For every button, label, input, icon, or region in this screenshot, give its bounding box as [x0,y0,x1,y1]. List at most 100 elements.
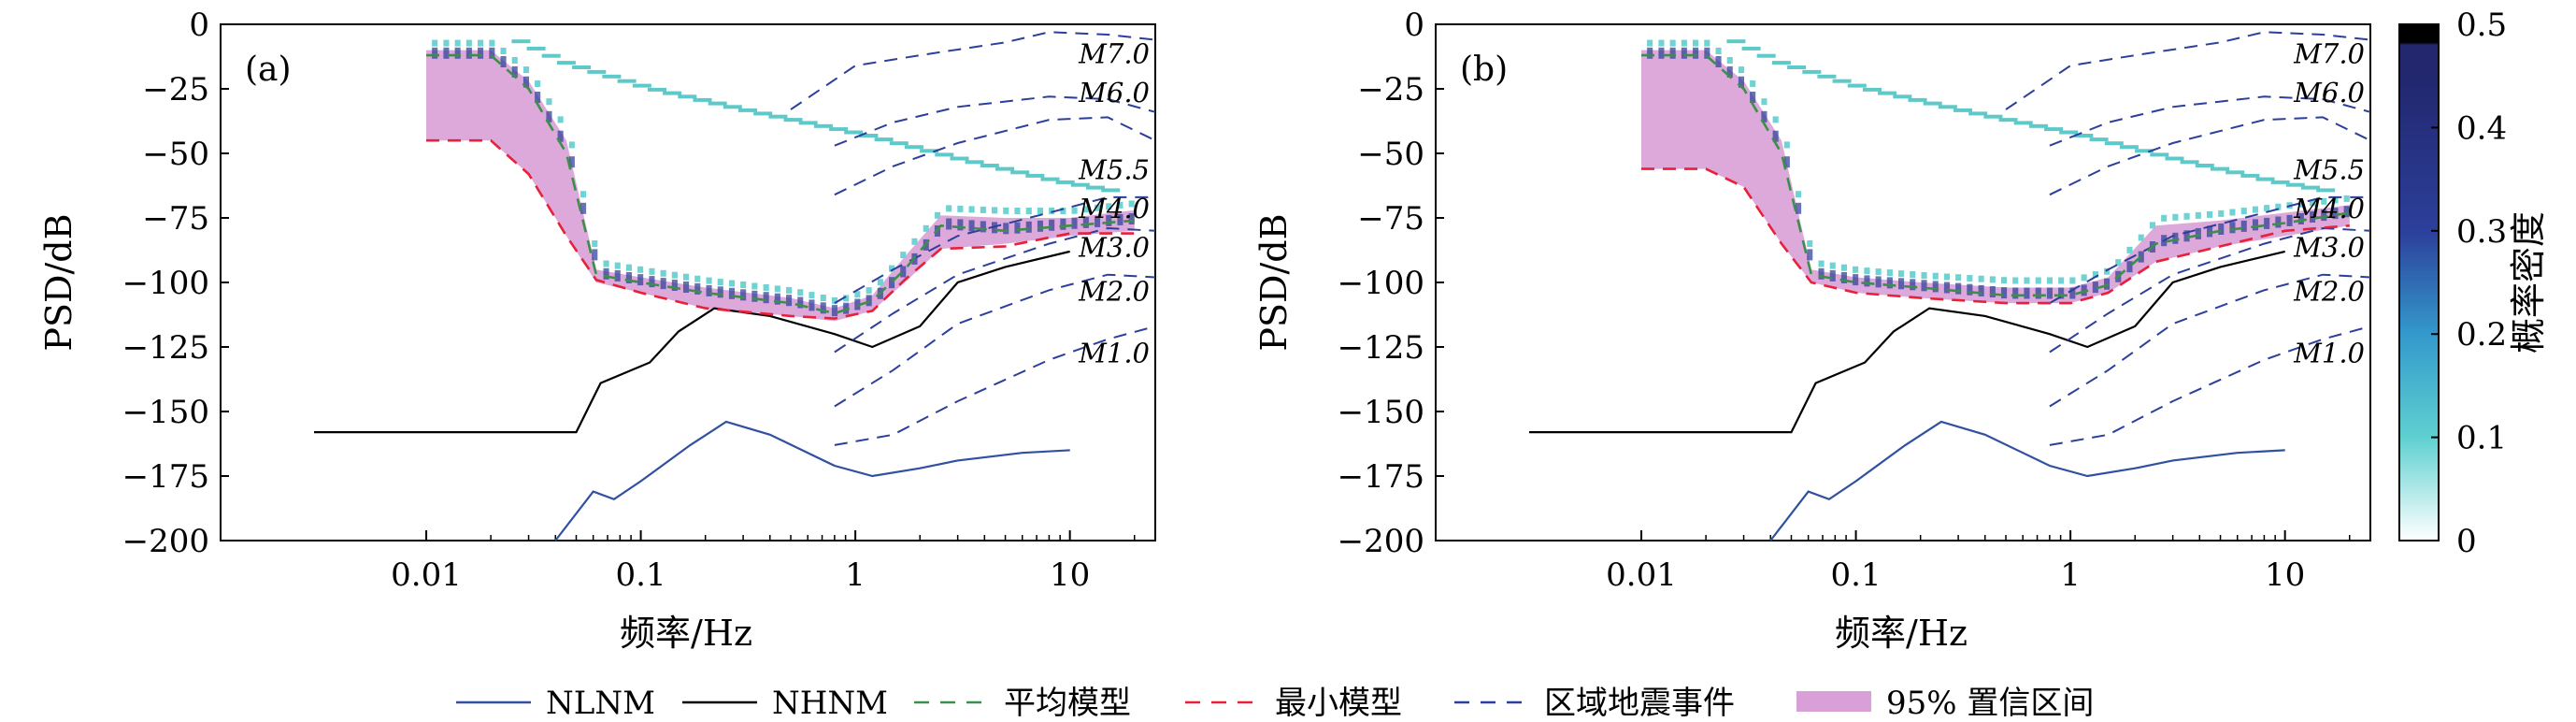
density-mark [923,224,929,232]
average-model-line [426,53,1135,315]
density-mark [2044,127,2064,132]
density-mark [866,287,872,295]
x-tick-label: 10 [1050,556,1090,594]
density-mark [1060,218,1066,230]
density-mark [2081,274,2087,282]
quake-event-label: M1.0 [2293,338,2365,369]
legend-label: 最小模型 [1275,685,1402,722]
density-mark [556,61,576,65]
density-mark [859,134,879,137]
density-mark [1908,97,1927,102]
density-mark [1840,272,1847,283]
density-mark [1910,279,1916,291]
density-mark [2165,156,2184,161]
density-mark [632,83,651,88]
density-mark [763,292,769,304]
density-mark [1886,269,1893,277]
density-mark [1738,76,1744,88]
density-mark [526,46,546,51]
quake-event-label: M3.0 [2293,231,2365,263]
quake-event-line [834,195,1155,304]
density-mark [2135,149,2154,153]
colorbar-ramp [2398,23,2440,542]
density-mark [968,206,975,213]
density-mark [1756,53,1776,58]
density-mark [1853,274,1859,286]
density-mark [813,123,833,128]
density-mark [1875,276,1882,288]
density-mark [920,149,939,153]
density-mark [1898,270,1905,278]
density-mark [1049,208,1055,214]
density-mark [820,302,826,314]
density-mark [1117,213,1123,225]
density-mark [935,152,954,157]
density-mark [1761,110,1767,123]
panel-label-a: (a) [245,51,292,89]
density-mark [1049,219,1055,231]
y-axis-label-a: PSD/dB [38,213,79,351]
legend-label: 平均模型 [1004,685,1131,722]
density-mark [522,66,529,74]
density-mark [2195,164,2214,167]
density-mark [2149,222,2155,229]
x-tick-label: 1 [2060,556,2081,594]
density-mark [1040,177,1060,181]
density-mark [2104,267,2111,275]
density-mark [968,220,975,232]
density-mark [1932,281,1939,293]
density-mark [2001,277,2008,284]
density-mark [1761,98,1767,106]
density-mark [740,282,747,288]
density-mark [797,289,804,296]
density-mark [1101,188,1121,193]
density-mark [1071,217,1078,229]
density-mark [1750,80,1756,87]
density-mark [2058,277,2065,284]
density-mark [2059,130,2079,135]
density-mark [648,87,666,92]
density-mark [2297,200,2304,208]
density-mark [649,267,655,275]
density-mark [2321,209,2327,222]
density-mark [1818,260,1825,267]
density-mark [1978,275,1984,282]
nhnm-line [1529,250,2285,434]
density-mark [443,47,450,59]
density-mark [889,265,895,272]
density-mark [694,282,701,295]
density-mark [568,141,575,149]
density-mark [980,164,999,167]
density-mark [2001,287,2008,299]
legend-label: 95% 置信区间 [1886,685,2094,722]
density-mark [683,282,690,293]
density-mark [1647,39,1653,47]
density-mark [2218,224,2225,235]
density-mark [1095,204,1101,211]
density-mark [1693,39,1699,47]
y-tick-label: −150 [1338,394,1424,431]
panel-label-b: (b) [1460,51,1508,89]
nlnm-line [1769,420,2285,542]
density-mark [1741,46,1761,51]
density-mark [1953,108,1972,112]
density-mark [478,39,484,47]
density-mark [2161,214,2168,222]
y-tick-label: −125 [122,329,209,367]
density-mark [1932,272,1939,280]
density-mark [1106,214,1112,226]
legend-label: 区域地震事件 [1544,685,1735,722]
density-mark [738,108,757,112]
density-mark [541,53,561,58]
density-mark [2264,217,2270,229]
density-mark [637,274,644,286]
density-mark [904,145,923,150]
density-mark [2275,216,2282,228]
density-mark [992,222,998,234]
density-mark [592,240,598,247]
quake-event-label: M5.5 [2293,154,2365,186]
density-mark [603,267,609,280]
density-mark [774,285,780,293]
density-mark [706,284,712,296]
density-mark [1910,271,1916,278]
